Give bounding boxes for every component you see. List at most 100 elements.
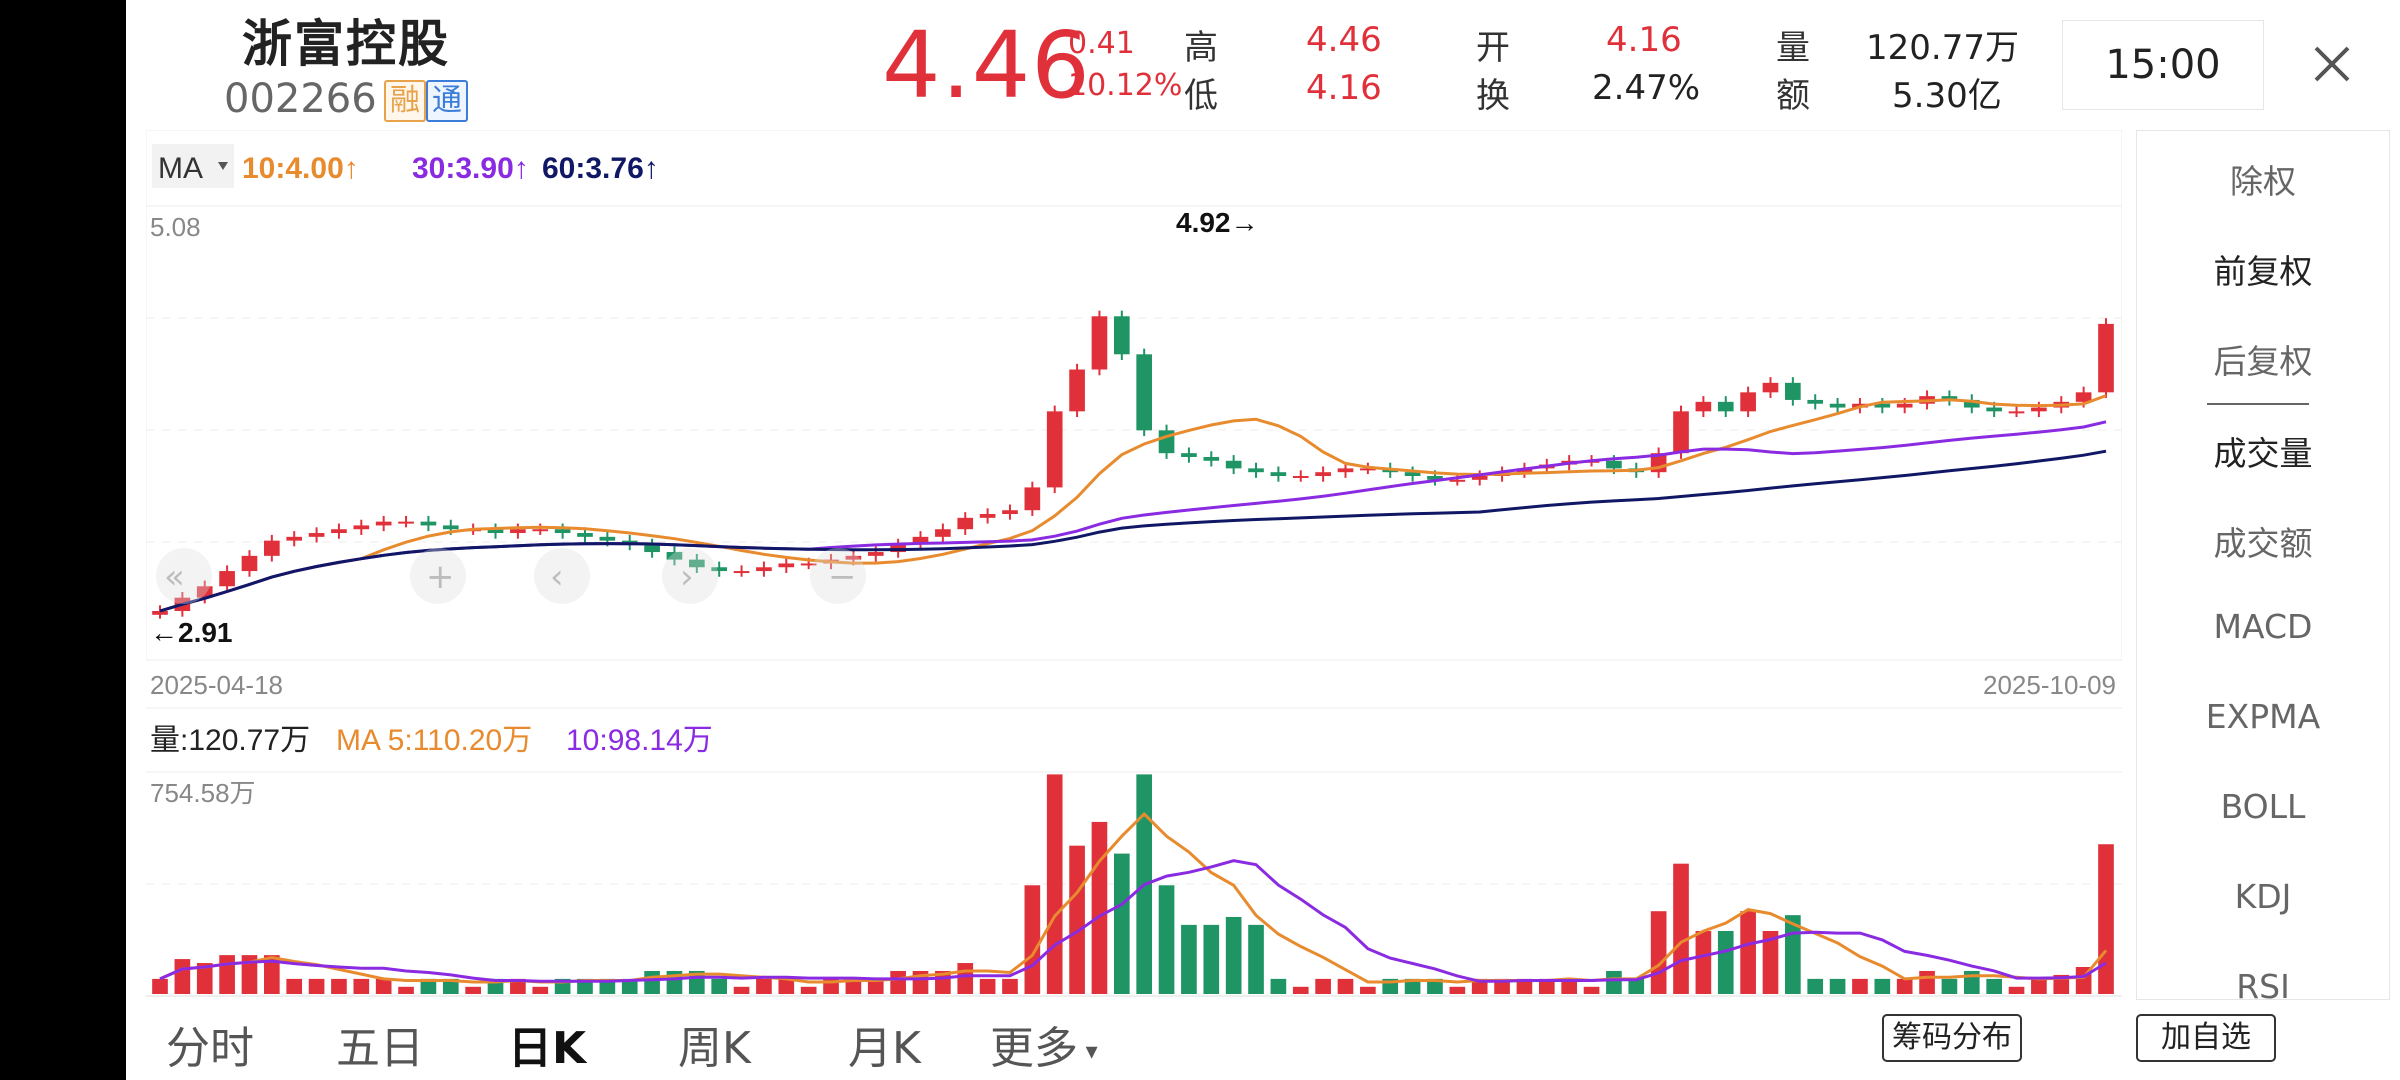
tab-monthly-k[interactable]: 月K xyxy=(848,1012,921,1076)
volume-bars xyxy=(152,774,2114,994)
candle-body xyxy=(309,533,325,537)
ma60-legend: 60:3.76↑ xyxy=(542,152,659,185)
chip-distribution-button[interactable]: 筹码分布 xyxy=(1882,1014,2022,1062)
candle-body xyxy=(1025,487,1041,510)
menu-item-forward-adjust[interactable]: 前复权 xyxy=(2137,245,2389,293)
price-change-percent: 10.12% xyxy=(1068,68,1182,103)
volume-bar xyxy=(1897,979,1913,994)
menu-item-backward-adjust[interactable]: 后复权 xyxy=(2137,335,2389,383)
candle-body xyxy=(1002,510,1018,514)
dropdown-icon: ▾ xyxy=(1078,1037,1098,1065)
menu-item-volume[interactable]: 成交量 xyxy=(2137,427,2389,475)
volume-bar xyxy=(1159,885,1175,994)
volume-bar xyxy=(1874,979,1890,994)
volume-bar xyxy=(756,979,772,994)
low-marker: ←2.91 xyxy=(150,617,233,648)
volume-bar xyxy=(532,987,548,994)
app-screen: 浙富控股 002266 融 通 4.46 0.41 10.12% 高 4.46 … xyxy=(126,0,2400,1080)
candle-body xyxy=(1785,383,1801,400)
menu-divider xyxy=(2207,403,2309,405)
tab-more[interactable]: 更多 ▾ xyxy=(990,1012,1098,1076)
turnover-value: 2.47% xyxy=(1592,68,1700,108)
tab-daily-k[interactable]: 日K xyxy=(508,1012,586,1076)
volume-bar xyxy=(957,963,973,994)
volume-bar xyxy=(152,979,168,994)
candle-body xyxy=(421,522,437,526)
volume-bar xyxy=(286,979,302,994)
close-button[interactable] xyxy=(2292,24,2372,104)
chevron-right-icon[interactable]: › xyxy=(680,557,694,597)
candle-body xyxy=(600,537,616,541)
tab-weekly-k[interactable]: 周K xyxy=(678,1012,751,1076)
candle-body xyxy=(1114,316,1130,354)
open-value: 4.16 xyxy=(1606,20,1682,60)
candle-body xyxy=(1450,480,1466,482)
high-value: 4.46 xyxy=(1306,20,1382,60)
volume-value: 120.77万 xyxy=(1866,20,2019,69)
volume-bar xyxy=(1248,925,1264,994)
candle-body xyxy=(1069,370,1085,412)
candle-body xyxy=(1718,402,1734,412)
connect-badge: 通 xyxy=(426,80,468,122)
volume-bar xyxy=(1942,979,1958,994)
menu-item-boll[interactable]: BOLL xyxy=(2137,787,2389,826)
plus-icon[interactable]: + xyxy=(426,557,455,597)
volume-bar xyxy=(890,971,906,994)
close-icon xyxy=(2312,44,2352,84)
candle-body xyxy=(331,529,347,533)
candle-body xyxy=(1830,404,1846,408)
candle-body xyxy=(219,571,235,586)
stock-code: 002266 xyxy=(224,76,377,122)
volume-bar xyxy=(2009,987,2025,994)
menu-item-amount[interactable]: 成交额 xyxy=(2137,517,2389,565)
candle-body xyxy=(1740,392,1756,411)
add-watchlist-button[interactable]: 加自选 xyxy=(2136,1014,2276,1062)
candle-body xyxy=(1696,402,1712,412)
volume-bar xyxy=(1606,971,1622,994)
volume-bar xyxy=(219,955,235,994)
volume-bar xyxy=(644,971,660,994)
menu-item-rsi[interactable]: RSI xyxy=(2137,967,2389,1000)
volume-bar xyxy=(1092,822,1108,994)
kline-chart[interactable]: MA 10:4.00↑ 30:3.90↑ 60:3.76↑ 5.08 4.92→… xyxy=(146,130,2122,998)
volume-bar xyxy=(465,987,481,994)
candle-body xyxy=(1315,472,1331,476)
candle-body xyxy=(1271,472,1287,476)
volume-bar xyxy=(1047,774,1063,994)
volume-legend: 量:120.77万 xyxy=(150,724,310,757)
candle-body xyxy=(1092,316,1108,369)
stock-name: 浙富控股 xyxy=(242,4,450,76)
candle-body xyxy=(868,552,884,556)
candle-body xyxy=(756,567,772,571)
volume-bar xyxy=(1002,979,1018,994)
candle-body xyxy=(935,529,951,537)
menu-item-macd[interactable]: MACD xyxy=(2137,607,2389,646)
candle-body xyxy=(980,514,996,518)
volume-bar xyxy=(1114,854,1130,994)
volume-label: 量 xyxy=(1776,20,1810,69)
menu-item-kdj[interactable]: KDJ xyxy=(2137,877,2389,916)
menu-item-ex-rights[interactable]: 除权 xyxy=(2137,155,2389,203)
side-menu: 除权 前复权 后复权 成交量 成交额 MACD EXPMA BOLL KDJ R… xyxy=(2136,130,2390,1000)
volume-bar xyxy=(1718,931,1734,994)
minus-icon[interactable]: − xyxy=(828,557,857,597)
volume-bar xyxy=(2031,979,2047,994)
low-label: 低 xyxy=(1184,68,1218,117)
time-display[interactable]: 15:00 xyxy=(2062,20,2264,110)
volume-bar xyxy=(980,979,996,994)
candle-body xyxy=(577,533,593,537)
amount-label: 额 xyxy=(1776,68,1810,117)
chevron-left-icon[interactable]: ‹ xyxy=(550,557,564,597)
volume-bar xyxy=(309,979,325,994)
volume-bar xyxy=(1696,931,1712,994)
volume-bar xyxy=(1807,979,1823,994)
high-label: 高 xyxy=(1184,20,1218,69)
tab-five-day[interactable]: 五日 xyxy=(336,1012,424,1076)
menu-item-expma[interactable]: EXPMA xyxy=(2137,697,2389,736)
ma30-legend: 30:3.90↑ xyxy=(412,152,529,185)
tab-intraday[interactable]: 分时 xyxy=(166,1012,254,1076)
indicator-selector[interactable]: MA xyxy=(158,152,203,185)
double-left-icon[interactable]: « xyxy=(164,557,185,597)
candle-body xyxy=(242,556,258,571)
tab-more-label: 更多 xyxy=(990,1023,1078,1074)
